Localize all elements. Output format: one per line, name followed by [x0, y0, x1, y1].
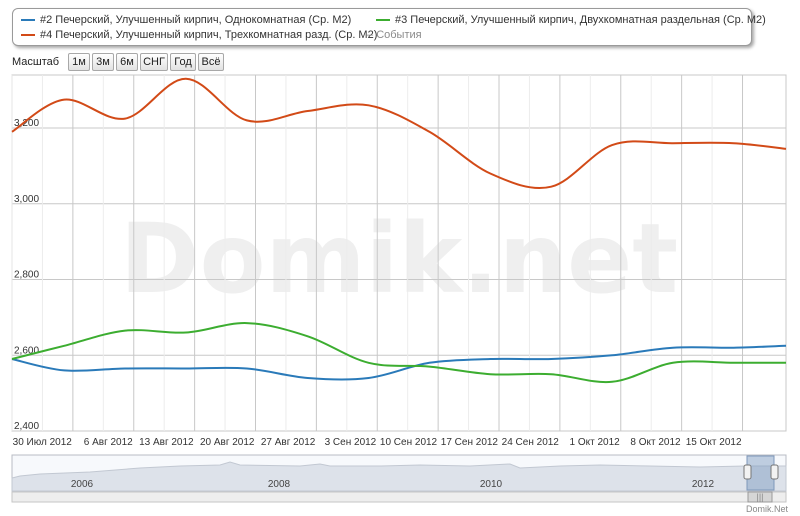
zoom-label: Масштаб: [12, 56, 60, 68]
credit-label: Domik.Net: [746, 504, 789, 514]
scrollbar-grip-icon: |||: [756, 492, 763, 502]
y-tick-label: 3,000: [14, 194, 39, 205]
legend-label-series-2: #2 Печерский, Улучшенный кирпич, Одноком…: [40, 14, 352, 26]
watermark: Domik.net: [120, 203, 678, 315]
series-line-3: [11, 322, 786, 384]
navigator-left-handle[interactable]: [743, 464, 752, 480]
x-tick-label: 27 Авг 2012: [261, 437, 316, 448]
legend-swatch-series-3: [376, 19, 390, 22]
scrollbar-track[interactable]: [11, 491, 787, 503]
zoom-6m-button[interactable]: 6м: [116, 53, 138, 71]
legend: #2 Печерский, Улучшенный кирпич, Одноком…: [12, 8, 766, 46]
zoom-ytd-button[interactable]: СНГ: [140, 53, 168, 71]
x-tick-label: 3 Сен 2012: [325, 437, 377, 448]
navigator-year-label: 2010: [480, 479, 503, 490]
series-line-4: [11, 77, 787, 190]
y-tick-label: 3,200: [14, 118, 39, 129]
x-tick-label: 30 Июл 2012: [13, 437, 73, 448]
navigator-right-handle[interactable]: [770, 464, 779, 480]
x-tick-label: 10 Сен 2012: [380, 437, 438, 448]
x-tick-label: 6 Авг 2012: [84, 437, 133, 448]
zoom-1y-button[interactable]: Год: [170, 53, 196, 71]
legend-item-series-2[interactable]: #2 Печерский, Улучшенный кирпич, Одноком…: [21, 14, 351, 26]
x-tick-label: 1 Окт 2012: [570, 437, 621, 448]
y-tick-label: 2,400: [14, 421, 39, 432]
x-tick-label: 17 Сен 2012: [441, 437, 499, 448]
scrollbar-thumb[interactable]: [747, 491, 773, 503]
legend-item-series-4[interactable]: #4 Печерский, Улучшенный кирпич, Трехком…: [21, 29, 377, 41]
legend-item-events[interactable]: – События: [367, 29, 422, 41]
series-line-2: [11, 344, 787, 381]
navigator-year-label: 2012: [692, 479, 715, 490]
y-tick-label: 2,800: [14, 270, 39, 281]
legend-swatch-series-2: [21, 19, 35, 22]
legend-item-series-3[interactable]: #3 Печерский, Улучшенный кирпич, Двухком…: [376, 14, 766, 26]
x-tick-label: 8 Окт 2012: [630, 437, 681, 448]
x-tick-label: 20 Авг 2012: [200, 437, 255, 448]
watermark-text: Domik.net: [120, 203, 678, 315]
x-tick-label: 24 Сен 2012: [502, 437, 560, 448]
navigator-year-label: 2008: [268, 479, 291, 490]
x-tick-label: 13 Авг 2012: [139, 437, 194, 448]
legend-label-events: События: [376, 29, 422, 41]
events-dash-icon: –: [367, 29, 377, 41]
navigator-area: [11, 461, 787, 492]
axis-layer: 30 Июл 2012 6 Авг 2012 13 Авг 2012 20 Авг 2…: [13, 437, 742, 448]
zoom-all-button[interactable]: Всё: [198, 53, 224, 71]
navigator-year-label: 2006: [71, 479, 94, 490]
x-tick-label: 15 Окт 2012: [686, 437, 742, 448]
zoom-1m-button[interactable]: 1м: [68, 53, 90, 71]
legend-swatch-series-4: [21, 34, 35, 37]
legend-label-series-4: #4 Печерский, Улучшенный кирпич, Трехком…: [40, 29, 378, 41]
y-tick-label: 2,600: [14, 345, 39, 356]
legend-label-series-3: #3 Печерский, Улучшенный кирпич, Двухком…: [395, 14, 766, 26]
zoom-3m-button[interactable]: 3м: [92, 53, 114, 71]
navigator[interactable]: 2006 2008 2010 2012 ||| Domik.Net: [11, 454, 789, 514]
series-layer: [11, 77, 787, 384]
